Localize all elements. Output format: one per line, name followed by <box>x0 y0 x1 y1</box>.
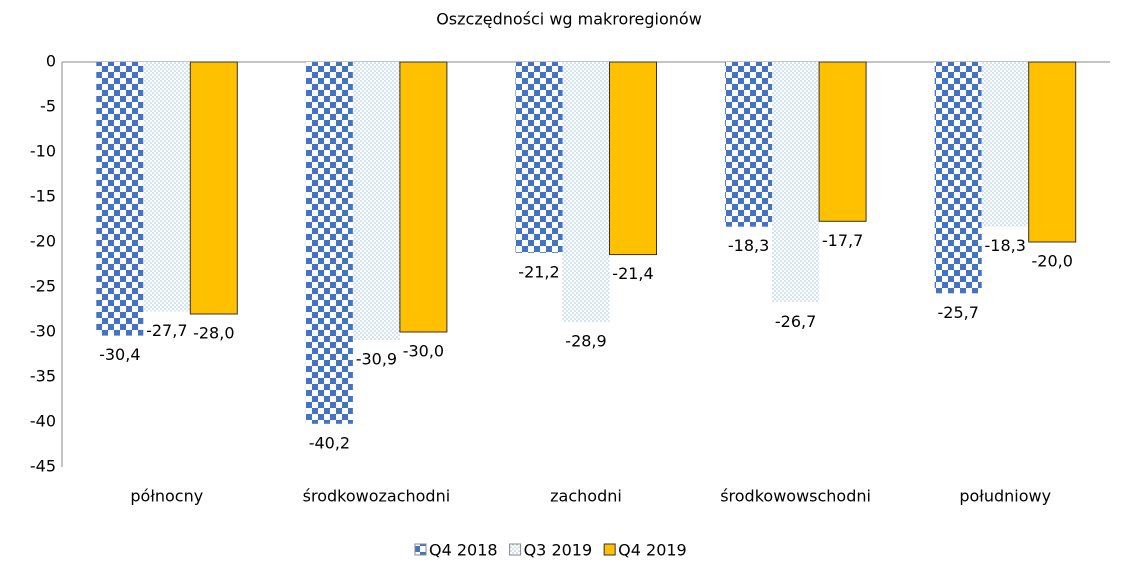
bar <box>515 62 563 253</box>
bar <box>189 61 238 315</box>
legend-swatch <box>414 543 427 556</box>
chart-title: Oszczędności wg makroregionów <box>436 10 702 29</box>
data-label: -20,0 <box>1031 252 1072 271</box>
data-label: -25,7 <box>937 303 978 322</box>
legend-swatch <box>509 543 522 556</box>
bar <box>981 62 1029 227</box>
data-label: -21,2 <box>518 262 559 281</box>
y-tick-label: -10 <box>30 142 56 161</box>
bar <box>399 61 448 333</box>
bar <box>305 62 353 424</box>
data-label: -30,0 <box>403 342 444 361</box>
data-label: -27,7 <box>146 321 187 340</box>
bar <box>772 62 820 303</box>
bar <box>1028 61 1077 243</box>
data-label: -28,9 <box>565 332 606 351</box>
data-label: -30,9 <box>356 350 397 369</box>
legend-label: Q4 2019 <box>618 541 687 560</box>
y-tick-label: -20 <box>30 232 56 251</box>
data-label: -26,7 <box>775 312 816 331</box>
x-tick-label: południowy <box>959 487 1051 506</box>
y-tick-label: -25 <box>30 277 56 296</box>
y-tick-label: -40 <box>30 412 56 431</box>
y-tick-label: 0 <box>46 52 56 71</box>
bar <box>143 62 191 312</box>
x-tick-label: środkowozachodni <box>303 487 451 506</box>
x-tick-label: środkowowschodni <box>720 487 871 506</box>
data-label: -18,3 <box>984 236 1025 255</box>
x-tick-label: północny <box>130 487 203 506</box>
bar <box>934 62 982 294</box>
y-tick-label: -5 <box>40 97 56 116</box>
legend-label: Q4 2018 <box>429 541 498 560</box>
data-label: -17,7 <box>822 231 863 250</box>
data-label: -18,3 <box>728 236 769 255</box>
bar <box>562 62 610 323</box>
data-label: -21,4 <box>612 264 653 283</box>
data-label: -28,0 <box>193 324 234 343</box>
y-tick-label: -30 <box>30 322 56 341</box>
x-tick-label: zachodni <box>550 487 622 506</box>
data-label: -40,2 <box>309 433 350 452</box>
legend-label: Q3 2019 <box>524 541 593 560</box>
data-label: -30,4 <box>99 345 140 364</box>
y-tick-label: -35 <box>30 367 56 386</box>
bar <box>609 61 657 256</box>
bar <box>352 62 400 341</box>
bar <box>96 62 144 336</box>
y-tick-label: -45 <box>30 457 56 476</box>
bar <box>818 61 867 222</box>
legend-swatch <box>603 543 616 556</box>
bar <box>725 62 773 227</box>
y-tick-label: -15 <box>30 187 56 206</box>
